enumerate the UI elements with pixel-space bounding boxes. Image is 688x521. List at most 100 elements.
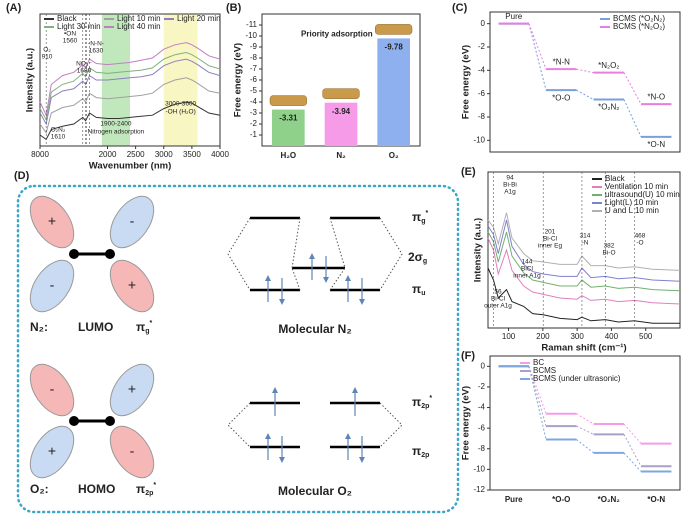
- lobe-sign: +: [128, 277, 136, 293]
- symbol-sub: 2p: [145, 490, 153, 497]
- y-tick-label: -10: [473, 135, 485, 144]
- step-connector: [528, 23, 547, 91]
- annotation: inner A1g: [513, 273, 541, 280]
- panel-border: [16, 184, 460, 514]
- annotation: •ON: [64, 31, 76, 38]
- lobe-sign: -: [50, 381, 55, 397]
- legend-label: Black: [605, 174, 626, 183]
- electrons: [265, 253, 365, 305]
- y-tick-label: -7: [250, 64, 258, 73]
- y-tick-label: -6: [478, 89, 486, 98]
- y-tick-label: -4: [478, 65, 486, 74]
- x-tick-label: 8000: [31, 150, 49, 159]
- level-label: *N-N: [553, 57, 571, 66]
- annotation: -N: [582, 240, 589, 247]
- span-label: -OH (H₂O): [165, 109, 195, 116]
- x-tick-label: H₂O: [281, 151, 297, 160]
- panel-label: (A): [6, 2, 22, 14]
- y-axis-label: Free energy (eV): [461, 45, 472, 119]
- annotation: 56: [494, 289, 502, 296]
- annotation: 144: [522, 259, 533, 266]
- value-label: -9.78: [385, 43, 404, 52]
- x-tick-label: *O-N: [647, 495, 665, 504]
- legend-label: Black: [57, 14, 78, 23]
- orbital-symbol: πg*: [136, 320, 152, 335]
- symbol-base: π: [136, 482, 145, 496]
- orbital: LUMO: [78, 320, 113, 334]
- step-connector: [576, 89, 594, 100]
- legend-label: BCMS: [533, 366, 556, 375]
- step-connector: [576, 439, 594, 454]
- y-tick-label: -4: [250, 97, 258, 106]
- annotation: 1680: [77, 68, 92, 75]
- series-line: [487, 212, 681, 271]
- lobe: [109, 195, 155, 249]
- symbol-sub: g: [421, 218, 425, 225]
- annotation: O₂N₂: [51, 127, 66, 134]
- y-tick-label: -2: [478, 42, 486, 51]
- level-label: *O-O: [552, 93, 570, 102]
- annotation: -N-N-: [88, 41, 104, 48]
- span-label: Nitrogen adsorption: [88, 129, 145, 136]
- lobe: [29, 425, 75, 479]
- lobe-sign: +: [48, 443, 56, 459]
- legend-label: ultrasound(U) 10 min: [605, 190, 680, 199]
- lobe-sign: +: [48, 213, 56, 229]
- annotation: BiCl: [521, 266, 533, 273]
- symbol-sup: *: [429, 395, 432, 402]
- correlation-lines: [227, 217, 403, 291]
- y-tick-label: -1: [250, 130, 258, 139]
- x-tick-label: *O₂N₂: [598, 495, 621, 504]
- annotation: 201: [545, 229, 556, 236]
- symbol-base: 2σ: [408, 250, 423, 264]
- x-tick-label: 3000: [155, 150, 173, 159]
- panel-label: (C): [452, 2, 468, 14]
- legend-label: Light(L) 10 min: [605, 198, 658, 207]
- step-connector: [528, 366, 547, 440]
- y-axis-label: Free energy (eV): [461, 386, 472, 460]
- x-tick-label: N₂: [336, 151, 346, 160]
- series-line: [487, 237, 681, 305]
- x-tick-label: 500: [639, 332, 653, 341]
- symbol-sup: *: [425, 210, 428, 217]
- x-tick-label: Pure: [505, 495, 523, 504]
- y-axis-label: Intensity (a.u.): [25, 48, 36, 112]
- level-label: Pure: [505, 12, 522, 21]
- step-connector: [576, 425, 594, 435]
- mo-title: Molecular N₂: [278, 322, 351, 336]
- legend-label: Ventilation 10 min: [605, 182, 668, 191]
- adsorption-model: [375, 24, 413, 35]
- lobe-sign: -: [130, 443, 135, 459]
- step-connector: [576, 413, 594, 425]
- step-connector: [623, 99, 642, 138]
- annotation: 1560: [63, 38, 78, 45]
- annotation: 468: [635, 233, 646, 240]
- plot-frame: [489, 355, 681, 491]
- legend-label: BC: [533, 358, 544, 367]
- symbol-sub: g: [423, 258, 427, 265]
- adsorption-model: [322, 88, 360, 99]
- annotation: Bi-O: [603, 250, 616, 257]
- annotation: -O: [636, 240, 643, 247]
- y-tick-label: -10: [245, 31, 257, 40]
- value-label: -3.94: [332, 107, 351, 116]
- y-tick-label: -8: [250, 53, 258, 62]
- x-tick-label: 3500: [183, 150, 201, 159]
- x-tick-label: 2500: [127, 150, 145, 159]
- span-label: 1900-2400: [100, 121, 131, 128]
- y-tick-label: -9: [250, 42, 258, 51]
- legend-label: Light 30 min: [57, 22, 101, 31]
- annotation: outer A1g: [484, 303, 512, 310]
- bar: [377, 38, 410, 146]
- legend-label: BCMS (under ultrasonic): [533, 374, 621, 383]
- step-connector: [623, 452, 642, 472]
- span-label: 3000-3600: [165, 101, 196, 108]
- plot-frame: [39, 13, 221, 147]
- x-tick-label: 200: [536, 332, 550, 341]
- level-label: *N₂O₂: [598, 61, 619, 70]
- annotation: Priority adsorption: [301, 30, 373, 39]
- legend-label: BCMS (*N₂O₂): [613, 22, 665, 31]
- series-line: [39, 42, 221, 117]
- orbital: HOMO: [78, 482, 115, 496]
